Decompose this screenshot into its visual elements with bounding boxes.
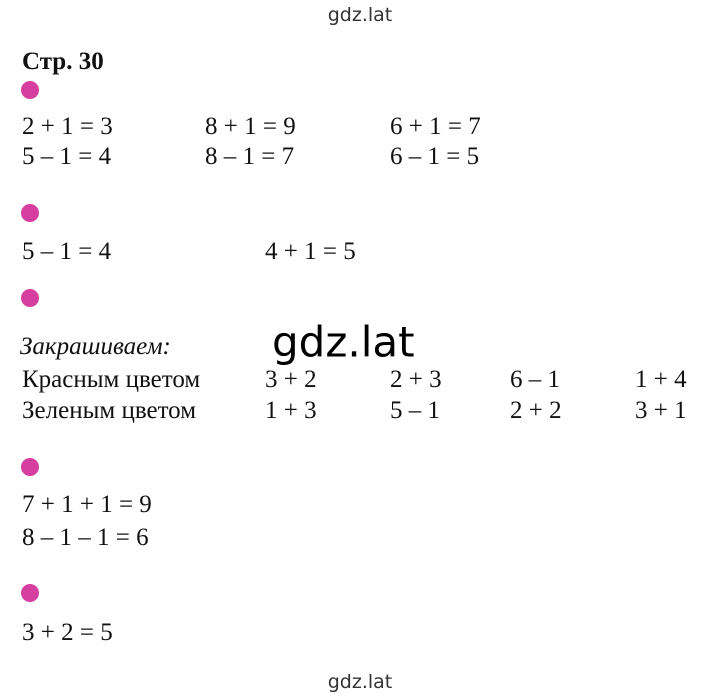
equation: 1 + 4 <box>635 366 687 393</box>
equation: 2 + 2 <box>510 397 562 424</box>
watermark: gdz.lat <box>272 317 415 367</box>
equation: 5 – 1 = 4 <box>22 143 112 170</box>
equation: 7 + 1 + 1 = 9 <box>22 491 152 518</box>
equation: 8 – 1 = 7 <box>205 143 295 170</box>
equation: Красным цветом <box>22 366 201 393</box>
bullet <box>21 584 39 602</box>
equation: 2 + 1 = 3 <box>22 113 113 140</box>
bullet <box>21 81 39 99</box>
intro: Закрашиваем: <box>20 333 171 360</box>
equation: 5 – 1 = 4 <box>22 238 112 265</box>
equation: 3 + 2 <box>265 366 317 393</box>
equation: 6 + 1 = 7 <box>390 113 481 140</box>
equation: Зеленым цветом <box>22 397 197 424</box>
equation: 3 + 2 = 5 <box>22 619 113 646</box>
bullet <box>21 289 39 307</box>
equation: 8 – 1 – 1 = 6 <box>22 524 149 551</box>
watermark: gdz.lat <box>327 4 393 26</box>
equation: 4 + 1 = 5 <box>265 238 356 265</box>
equation: 6 – 1 <box>510 366 560 393</box>
equation: 2 + 3 <box>390 366 442 393</box>
bullet <box>21 204 39 222</box>
equation: 1 + 3 <box>265 397 317 424</box>
equation: 8 + 1 = 9 <box>205 113 296 140</box>
bullet <box>21 458 39 476</box>
page-title: Стр. 30 <box>22 48 104 75</box>
watermark: gdz.lat <box>327 671 393 693</box>
equation: 3 + 1 <box>635 397 687 424</box>
equation: 5 – 1 <box>390 397 440 424</box>
equation: 6 – 1 = 5 <box>390 143 480 170</box>
